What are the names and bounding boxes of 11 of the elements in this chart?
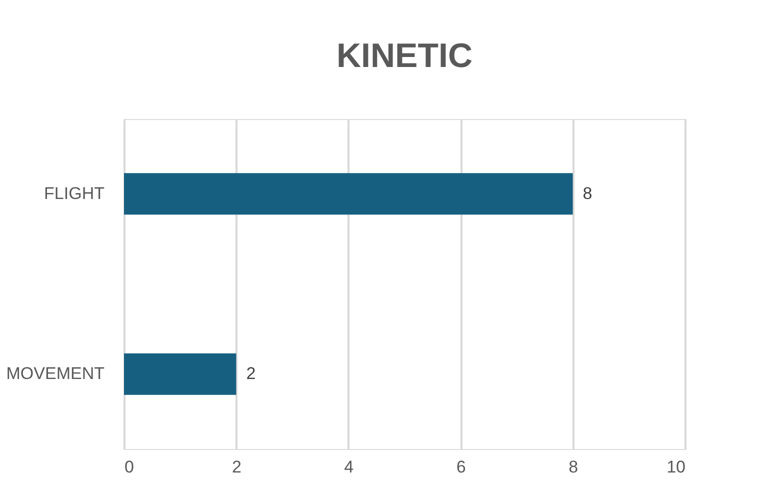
x-tick-label: 10: [666, 458, 686, 476]
y-tick-label: MOVEMENT: [6, 364, 104, 384]
x-tick-label: 6: [456, 458, 466, 476]
x-tick-label: 2: [232, 458, 242, 476]
data-label: 8: [582, 184, 592, 203]
y-tick-label: FLIGHT: [44, 184, 104, 203]
x-tick-label: 8: [568, 458, 578, 476]
chart-title: KINETIC: [336, 37, 472, 75]
x-tick-label: 0: [124, 458, 134, 476]
data-label: 2: [246, 364, 256, 384]
x-tick-label: 4: [344, 458, 354, 476]
